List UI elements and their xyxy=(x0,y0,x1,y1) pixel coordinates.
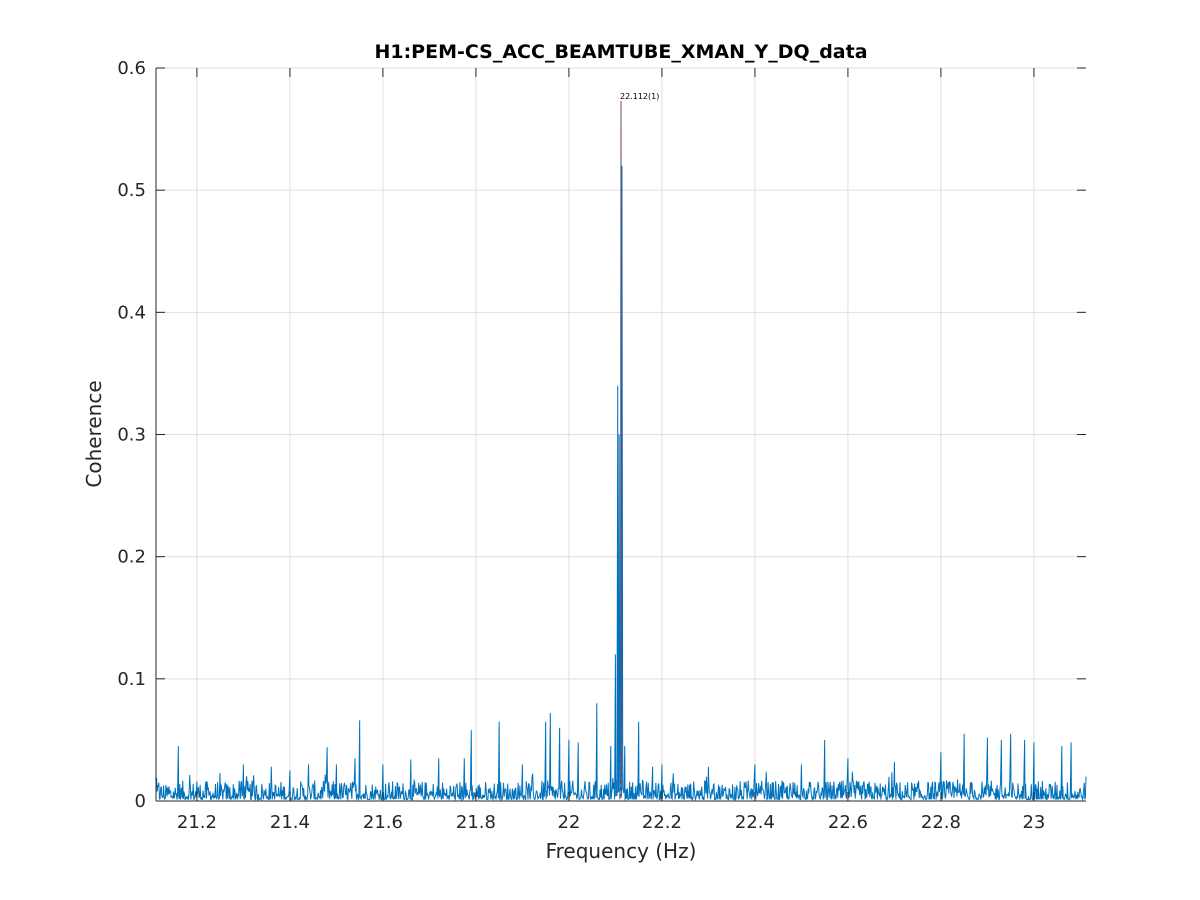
x-tick-label: 22.6 xyxy=(828,812,868,833)
y-axis-label: Coherence xyxy=(82,380,106,487)
x-tick-label: 21.2 xyxy=(177,812,217,833)
peak-annotation-label: 22.112(1) xyxy=(620,92,659,101)
x-tick-label: 22 xyxy=(557,812,580,833)
y-tick-label: 0.1 xyxy=(117,669,146,690)
tick-layer: 21.2 21.4 21.6 21.8 22 22.2 22.4 22.6 22.8 23 0 0.1… xyxy=(117,58,1086,833)
chart-title: H1:PEM-CS_ACC_BEAMTUBE_XMAN_Y_DQ_data xyxy=(374,41,867,63)
y-tick-label: 0.5 xyxy=(117,180,146,201)
x-tick-label: 21.4 xyxy=(270,812,310,833)
y-tick-label: 0.2 xyxy=(117,547,146,568)
y-tick-label: 0.3 xyxy=(117,425,146,446)
x-tick-label: 21.8 xyxy=(456,812,496,833)
y-tick-label: 0.4 xyxy=(117,302,146,323)
x-axis-label: Frequency (Hz) xyxy=(546,839,697,863)
x-tick-label: 21.6 xyxy=(363,812,403,833)
x-tick-label: 22.8 xyxy=(921,812,961,833)
annotation-layer: 22.112(1) xyxy=(620,92,659,101)
x-tick-label: 23 xyxy=(1022,812,1045,833)
y-tick-label: 0 xyxy=(135,791,146,812)
x-tick-label: 22.2 xyxy=(642,812,682,833)
y-tick-label: 0.6 xyxy=(117,58,146,79)
x-tick-label: 22.4 xyxy=(735,812,775,833)
